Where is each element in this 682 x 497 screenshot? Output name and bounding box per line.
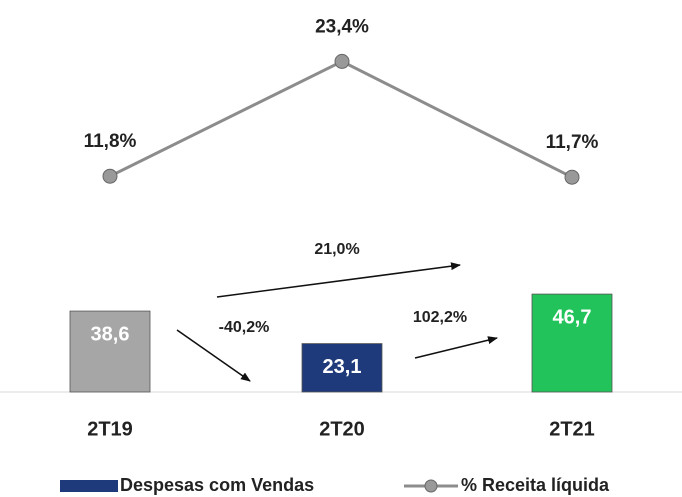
legend-label: % Receita líquida xyxy=(461,475,610,495)
legend-label: Despesas com Vendas xyxy=(120,475,314,495)
bar xyxy=(531,293,613,393)
data-label: 11,7% xyxy=(546,132,599,153)
data-label: 23,1 xyxy=(323,356,362,378)
legend-swatch xyxy=(424,479,438,493)
x-tick-label: 2T19 xyxy=(87,418,133,440)
annotation: 21,0% xyxy=(314,241,359,258)
arrow xyxy=(216,262,461,298)
marker xyxy=(334,53,350,69)
data-label: 11,8% xyxy=(84,131,137,152)
x-tick-label: 2T21 xyxy=(549,418,595,440)
line xyxy=(109,59,573,179)
annotation: -40,2% xyxy=(219,319,270,336)
annotation: 102,2% xyxy=(413,309,467,326)
arrow xyxy=(414,336,498,359)
bar xyxy=(301,343,383,393)
arrow xyxy=(176,329,251,382)
data-label: 38,6 xyxy=(91,323,130,345)
data-label: 46,7 xyxy=(553,306,592,328)
marker xyxy=(564,169,580,185)
x-tick-label: 2T20 xyxy=(319,418,365,440)
marker xyxy=(102,168,118,184)
data-label: 23,4% xyxy=(315,16,369,37)
legend-swatch xyxy=(60,480,118,492)
bar xyxy=(69,310,151,393)
